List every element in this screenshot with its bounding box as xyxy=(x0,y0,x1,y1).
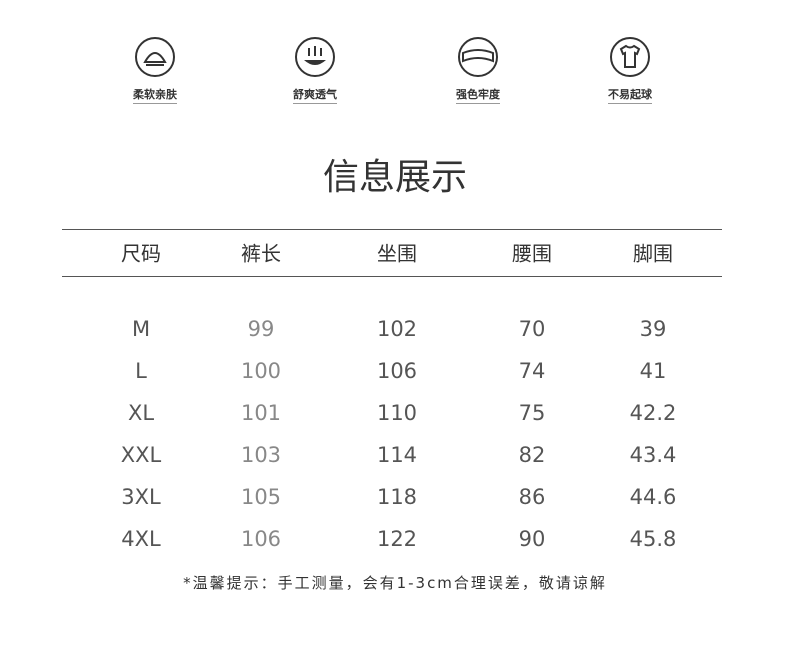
table-cell: 106 xyxy=(376,359,418,383)
note: *温馨提示：手工测量，会有1-3cm合理误差，敬请谅解 xyxy=(183,574,607,592)
table-rule xyxy=(62,276,722,277)
table-cell: 103 xyxy=(240,443,282,467)
table-cell: 43.4 xyxy=(629,443,677,467)
header-cell: 脚围 xyxy=(633,241,673,266)
table-cell: 82 xyxy=(518,443,546,467)
feature-label: 柔软亲肤 xyxy=(133,86,177,104)
table-cell: 41 xyxy=(639,359,667,383)
feature: 柔软亲肤 xyxy=(95,36,215,104)
feature-label: 强色牢度 xyxy=(456,86,500,104)
table-cell: L xyxy=(135,359,147,383)
table-cell: 4XL xyxy=(121,527,161,551)
table-cell: 70 xyxy=(518,317,546,341)
table-cell: 39 xyxy=(639,317,667,341)
table-cell: 75 xyxy=(518,401,546,425)
table-cell: 86 xyxy=(518,485,546,509)
table-cell: 102 xyxy=(376,317,418,341)
table-cell: 3XL xyxy=(121,485,161,509)
table-cell: 90 xyxy=(518,527,546,551)
feature-label: 不易起球 xyxy=(608,86,652,104)
table-cell: XXL xyxy=(120,443,162,467)
feature: 不易起球 xyxy=(570,36,690,104)
table-cell: XL xyxy=(127,401,155,425)
table-cell: 45.8 xyxy=(629,527,677,551)
icon-cotton xyxy=(135,37,175,77)
table-cell: 114 xyxy=(376,443,418,467)
icon-breathable xyxy=(295,37,335,77)
table-cell: 100 xyxy=(240,359,282,383)
title: 信息展示 xyxy=(322,157,467,198)
table-cell: 44.6 xyxy=(629,485,677,509)
table-cell: 110 xyxy=(376,401,418,425)
table-cell: 74 xyxy=(518,359,546,383)
header-cell: 裤长 xyxy=(241,241,281,266)
table-cell: 42.2 xyxy=(629,401,677,425)
table-cell: 101 xyxy=(240,401,282,425)
table-cell: 106 xyxy=(240,527,282,551)
feature: 强色牢度 xyxy=(418,36,538,104)
table-cell: 99 xyxy=(247,317,275,341)
table-cell: 105 xyxy=(240,485,282,509)
feature: 舒爽透气 xyxy=(255,36,375,104)
table-cell: M xyxy=(131,317,151,341)
header-cell: 坐围 xyxy=(377,241,417,266)
table-cell: 122 xyxy=(376,527,418,551)
icon-shirt xyxy=(610,37,650,77)
icon-color xyxy=(458,37,498,77)
table-rule xyxy=(62,229,722,230)
header-cell: 尺码 xyxy=(121,241,161,266)
feature-label: 舒爽透气 xyxy=(293,86,337,104)
header-cell: 腰围 xyxy=(512,241,552,266)
table-cell: 118 xyxy=(376,485,418,509)
